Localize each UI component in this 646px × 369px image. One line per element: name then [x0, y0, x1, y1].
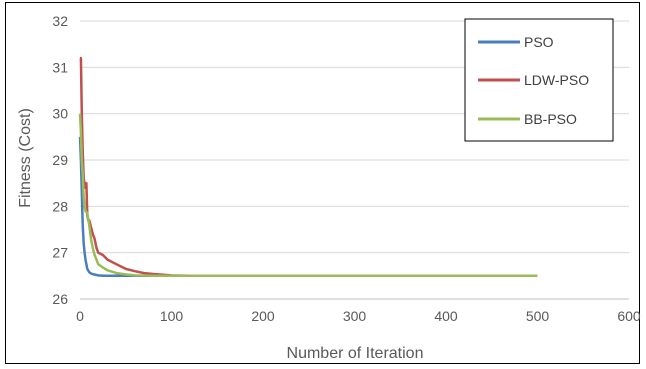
y-tick-label: 28: [52, 198, 68, 214]
series-line-bb-pso: [78, 113, 538, 278]
x-tick-label: 400: [434, 308, 458, 324]
y-tick-label: 26: [52, 291, 68, 307]
y-tick-label: 29: [52, 152, 68, 168]
y-tick-label: 27: [52, 245, 68, 261]
series-line-pso: [78, 136, 538, 278]
x-tick-label: 200: [251, 308, 275, 324]
x-tick-label: 100: [160, 308, 184, 324]
x-tick-label: 0: [76, 308, 84, 324]
y-axis-title: Fitness (Cost): [17, 108, 34, 208]
legend-label: BB-PSO: [524, 111, 577, 127]
y-tick-label: 31: [52, 59, 68, 75]
legend-label: LDW-PSO: [524, 72, 589, 88]
x-tick-label: 600: [617, 308, 641, 324]
legend-label: PSO: [524, 34, 554, 50]
x-axis-title: Number of Iteration: [287, 345, 424, 362]
series-lines: [78, 56, 538, 278]
y-tick-label: 30: [52, 106, 68, 122]
legend: PSO LDW-PSO BB-PSO: [464, 18, 614, 142]
x-tick-label: 500: [526, 308, 550, 324]
x-tick-label: 300: [343, 308, 367, 324]
axes: 26 27 28 29 30 31 32 0 100 200 300 400 500 600: [52, 13, 640, 324]
y-tick-label: 32: [52, 13, 68, 29]
